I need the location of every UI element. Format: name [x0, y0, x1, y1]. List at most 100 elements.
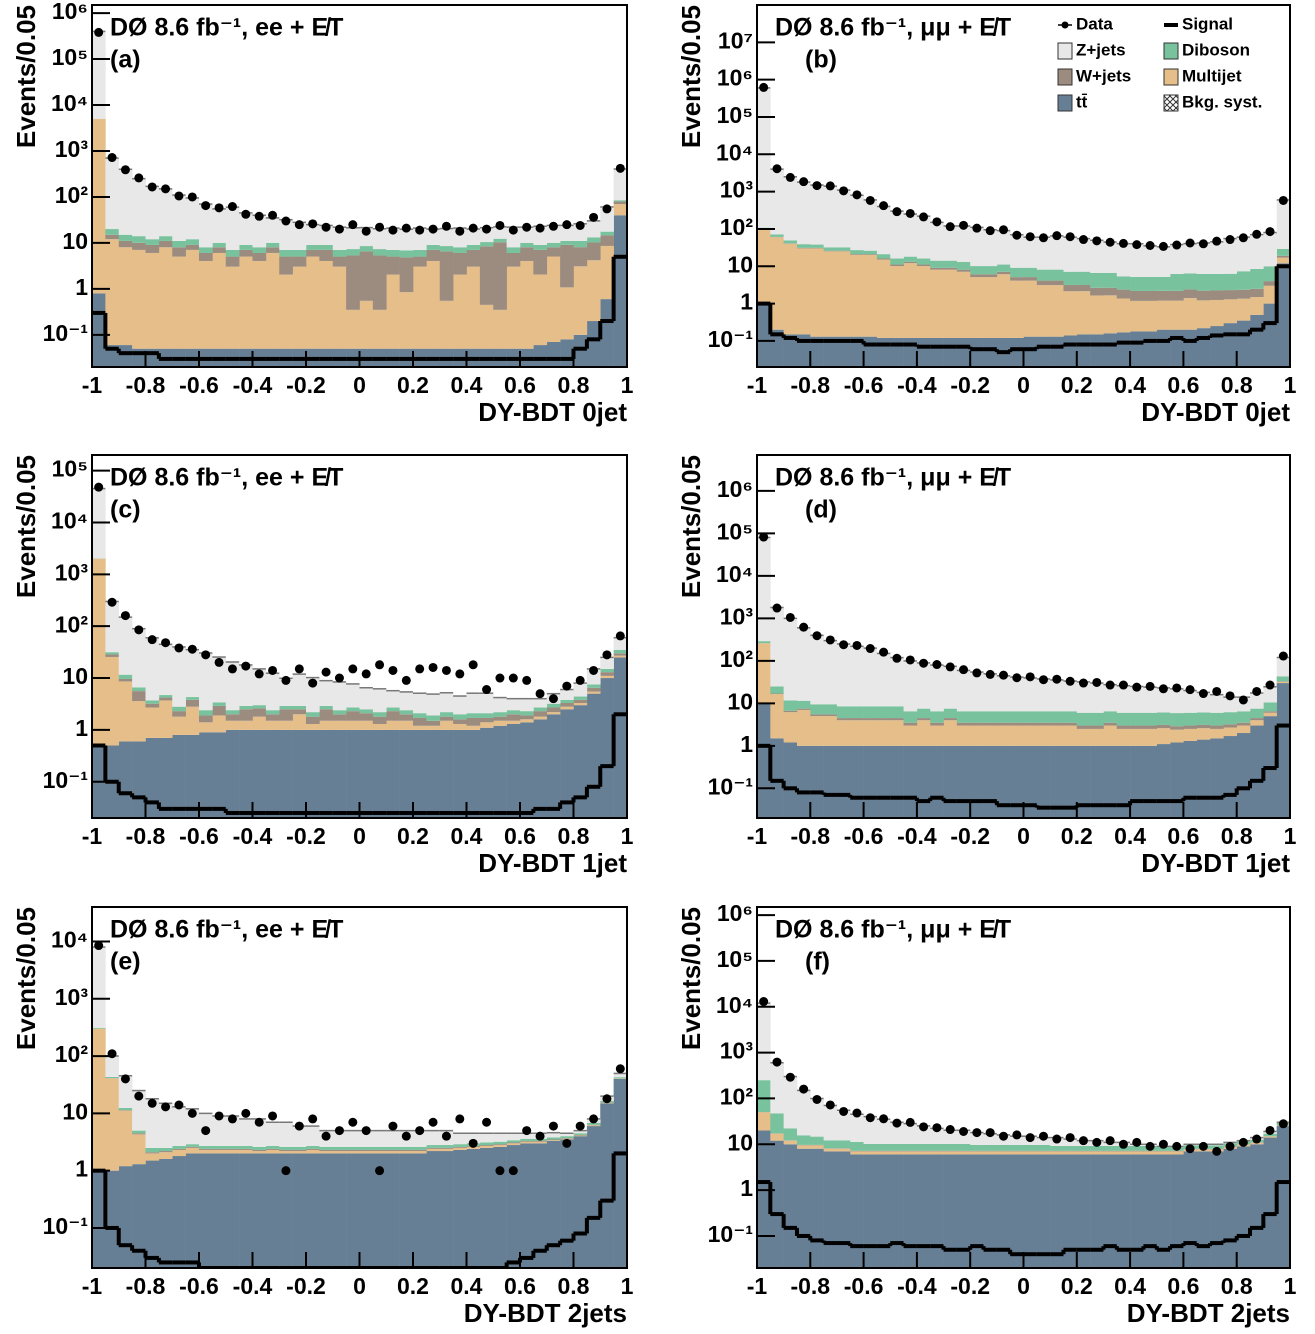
data-point [321, 667, 331, 677]
stack-segment [770, 693, 784, 695]
x-axis-label: DY-BDT 2jets [464, 1298, 627, 1328]
stack-segment [1223, 1148, 1237, 1268]
stack-segment [836, 250, 851, 252]
stack-segment [346, 1130, 360, 1147]
stack-segment [810, 1098, 824, 1137]
stack-segment [1063, 1139, 1078, 1146]
stack-segment [466, 1133, 481, 1144]
stack-segment [810, 336, 824, 367]
data-point [919, 1122, 929, 1132]
stack-segment [279, 678, 293, 706]
stack-segment [319, 260, 334, 349]
stack-segment [225, 266, 240, 349]
stack-segment [426, 1145, 441, 1148]
stack-segment [332, 1130, 347, 1147]
stack-segment [1050, 269, 1064, 281]
stack-segment [943, 718, 958, 721]
data-point [308, 219, 318, 229]
data-point [548, 1121, 558, 1131]
stack-segment [930, 260, 944, 268]
stack-segment [1263, 711, 1277, 713]
stack-segment [876, 718, 891, 721]
stack-segment [212, 1149, 227, 1154]
stack-segment [916, 745, 931, 818]
stack-segment [239, 1149, 253, 1154]
stack-segment [970, 745, 984, 818]
stack-segment [1050, 722, 1064, 726]
stack-segment [876, 1150, 891, 1152]
y-axis-label: Events/0.05 [676, 907, 706, 1050]
data-point [932, 1123, 942, 1133]
stack-segment [863, 250, 878, 255]
data-point [1225, 1141, 1235, 1151]
stack-segment [306, 716, 320, 724]
stack-segment [903, 745, 918, 818]
data-point [1105, 237, 1115, 247]
stack-segment [212, 252, 227, 349]
stack-segment [453, 696, 467, 715]
stack-segment [386, 711, 400, 721]
stack-segment [520, 711, 534, 716]
stack-segment [863, 720, 878, 746]
stack-segment [453, 247, 467, 253]
stack-segment [890, 211, 904, 259]
stack-segment [145, 186, 160, 240]
data-point [1185, 685, 1195, 695]
stack-segment [252, 705, 267, 709]
data-point [375, 1166, 385, 1176]
stack-segment [279, 709, 293, 721]
stack-segment [1156, 744, 1171, 818]
stack-segment [239, 256, 253, 349]
stack-segment [996, 745, 1011, 818]
data-point [999, 225, 1009, 235]
stack-segment [916, 216, 931, 259]
data-point [892, 1118, 902, 1128]
data-point [441, 1131, 451, 1141]
stack-segment [265, 252, 280, 349]
stack-segment [118, 1166, 133, 1268]
stack-segment [1130, 1154, 1144, 1268]
stack-segment [1010, 711, 1024, 723]
stack-segment [1223, 727, 1237, 737]
stack-segment [783, 243, 798, 335]
y-tick-label: 10⁴ [716, 139, 753, 165]
stack-segment [118, 345, 133, 367]
stack-segment [172, 716, 186, 735]
stack-segment [118, 234, 133, 241]
annotation: DØ 8.6 fb⁻¹, ee + E̸T [110, 916, 343, 944]
x-tick-label: 0.8 [558, 1273, 590, 1299]
stack-segment [1156, 687, 1171, 713]
stack-segment [1050, 679, 1064, 712]
stack-segment [1223, 323, 1237, 367]
data-point [1012, 1130, 1022, 1140]
stack-segment [1196, 1151, 1211, 1268]
stack-segment [1023, 1154, 1038, 1268]
stack-segment [399, 250, 414, 258]
stack-segment [573, 1130, 588, 1134]
data-point [1198, 1141, 1208, 1151]
stack-segment [319, 680, 334, 706]
stack-segment [1223, 273, 1237, 291]
data-point [334, 1126, 344, 1136]
stack-segment [1116, 712, 1131, 726]
stack-segment [1143, 1154, 1158, 1268]
stack-segment [319, 1151, 334, 1154]
stack-segment [239, 244, 253, 250]
stack-segment [453, 1146, 467, 1148]
stack-segment [172, 247, 186, 257]
x-axis-label: DY-BDT 2jets [1127, 1298, 1290, 1328]
data-point [772, 603, 782, 613]
stack-segment [520, 247, 534, 261]
data-point [134, 173, 144, 183]
data-point [759, 82, 769, 92]
stack-segment [916, 1154, 931, 1268]
stack-segment [306, 1153, 320, 1268]
stack-segment [265, 1122, 280, 1146]
data-point [1145, 1141, 1155, 1151]
y-tick-label: 10⁶ [52, 0, 88, 24]
data-point [602, 1094, 612, 1104]
stack-segment [225, 710, 240, 715]
stack-segment [359, 246, 374, 252]
stack-segment [1010, 1144, 1024, 1151]
stack-segment [479, 713, 494, 718]
